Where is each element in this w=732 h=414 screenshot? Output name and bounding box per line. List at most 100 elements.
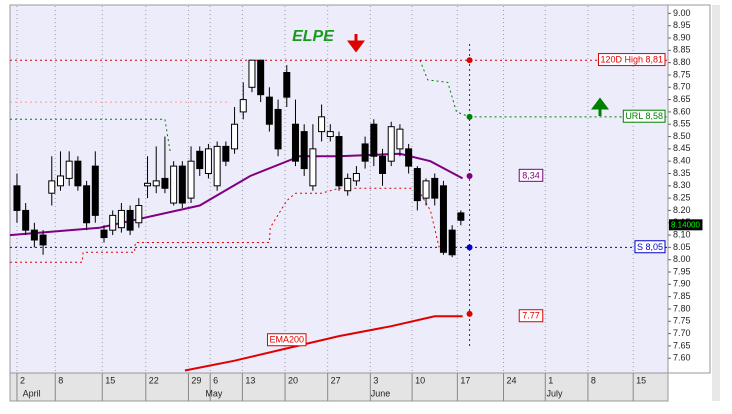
- tag-box: [518, 309, 544, 323]
- candle-body: [344, 177, 352, 192]
- month-label: May: [205, 388, 223, 398]
- candle-body: [13, 185, 21, 211]
- month-label: June: [371, 388, 391, 398]
- level-label: 120D High 8,81: [600, 55, 663, 65]
- candle-body: [422, 180, 430, 199]
- candle-body: [405, 148, 413, 167]
- candle-body: [387, 126, 395, 162]
- candle-body: [431, 177, 439, 199]
- candle-body: [231, 123, 239, 150]
- y-tick-label: 8.70: [673, 82, 691, 92]
- candle-body: [265, 96, 273, 125]
- candle-body: [439, 185, 447, 253]
- candle-body: [222, 145, 230, 162]
- marker-dot: [466, 172, 473, 179]
- y-tick-label: 7.85: [673, 291, 691, 301]
- candle-body: [204, 148, 212, 174]
- candle-body: [352, 172, 360, 182]
- y-tick-label: 8.80: [673, 57, 691, 67]
- month-label: July: [547, 388, 564, 398]
- candle-body: [135, 205, 143, 224]
- indicator-line: [184, 315, 463, 372]
- y-tick-label: 8.30: [673, 180, 691, 190]
- y-tick-label: 9.00: [673, 8, 691, 18]
- level-label: S 8,05: [637, 242, 663, 252]
- y-tick-label: 8.75: [673, 69, 691, 79]
- indicator-line: [10, 60, 470, 152]
- side-bar: [712, 5, 720, 401]
- candle-body: [22, 209, 30, 231]
- x-tick-label: 22: [149, 375, 159, 385]
- y-tick-label: 8.90: [673, 32, 691, 42]
- x-tick-label: 17: [460, 375, 470, 385]
- candle-body: [257, 59, 265, 96]
- line-label-box: [267, 333, 307, 347]
- candle-body: [318, 116, 326, 133]
- y-tick-label: 8.65: [673, 94, 691, 104]
- candle-body: [187, 160, 195, 199]
- y-tick-label: 7.90: [673, 279, 691, 289]
- x-tick-label: 15: [105, 375, 115, 385]
- tag-label: 7.77: [522, 311, 540, 321]
- y-tick-label: 8.55: [673, 119, 691, 129]
- up-arrow: [591, 97, 609, 116]
- y-tick-label: 8.40: [673, 156, 691, 166]
- x-tick-label: 2: [20, 375, 25, 385]
- candle-body: [196, 150, 204, 170]
- y-tick-label: 7.60: [673, 353, 691, 363]
- candle-body: [91, 165, 99, 216]
- candle-body: [326, 131, 334, 138]
- x-tick-label: 13: [245, 375, 255, 385]
- x-tick-label: 15: [636, 375, 646, 385]
- x-tick-label: 6: [213, 375, 218, 385]
- level-label: URL 8,58: [625, 111, 663, 121]
- candle-body: [213, 145, 221, 187]
- candle-body: [126, 209, 134, 231]
- marker-dot: [466, 57, 473, 64]
- y-tick-label: 8.60: [673, 106, 691, 116]
- y-tick-label: 7.95: [673, 266, 691, 276]
- x-tick-label: 24: [507, 375, 517, 385]
- indicator-line: [10, 187, 440, 263]
- y-tick-label: 7.65: [673, 340, 691, 350]
- candle-body: [39, 234, 47, 246]
- candle-body: [309, 148, 317, 187]
- candle-body: [248, 59, 256, 88]
- y-tick-label: 8.85: [673, 45, 691, 55]
- x-tick-label: 10: [415, 375, 425, 385]
- candle-body: [48, 180, 56, 194]
- y-tick-label: 8.45: [673, 143, 691, 153]
- candle-body: [413, 168, 421, 202]
- last-price-box: [669, 219, 703, 231]
- candle-body: [379, 155, 387, 174]
- level-label-box: [622, 109, 666, 123]
- candle-body: [370, 123, 378, 157]
- candle-body: [396, 128, 404, 150]
- candle-body: [448, 229, 456, 256]
- candle-body: [335, 136, 343, 187]
- candle-body: [74, 160, 82, 187]
- candle-body: [170, 165, 178, 204]
- y-tick-label: 8.20: [673, 205, 691, 215]
- marker-dot: [466, 310, 473, 317]
- last-price: 8.14000: [671, 220, 700, 229]
- x-tick-label: 8: [58, 375, 63, 385]
- candle-body: [161, 177, 169, 189]
- x-tick-label: 20: [288, 375, 298, 385]
- y-tick-label: 8.95: [673, 20, 691, 30]
- chart-title: ELPE: [292, 28, 335, 45]
- candle-body: [144, 182, 152, 187]
- candle-body: [283, 72, 291, 98]
- y-axis-strip: [667, 4, 711, 374]
- candle-body: [178, 165, 186, 204]
- tag-label: 8,34: [522, 170, 540, 180]
- x-tick-label: 8: [591, 375, 596, 385]
- candle-body: [100, 229, 108, 239]
- candle-body: [65, 160, 73, 179]
- x-tick-label: 3: [373, 375, 378, 385]
- y-tick-label: 7.80: [673, 303, 691, 313]
- y-tick-label: 8.35: [673, 168, 691, 178]
- y-tick-label: 8.25: [673, 192, 691, 202]
